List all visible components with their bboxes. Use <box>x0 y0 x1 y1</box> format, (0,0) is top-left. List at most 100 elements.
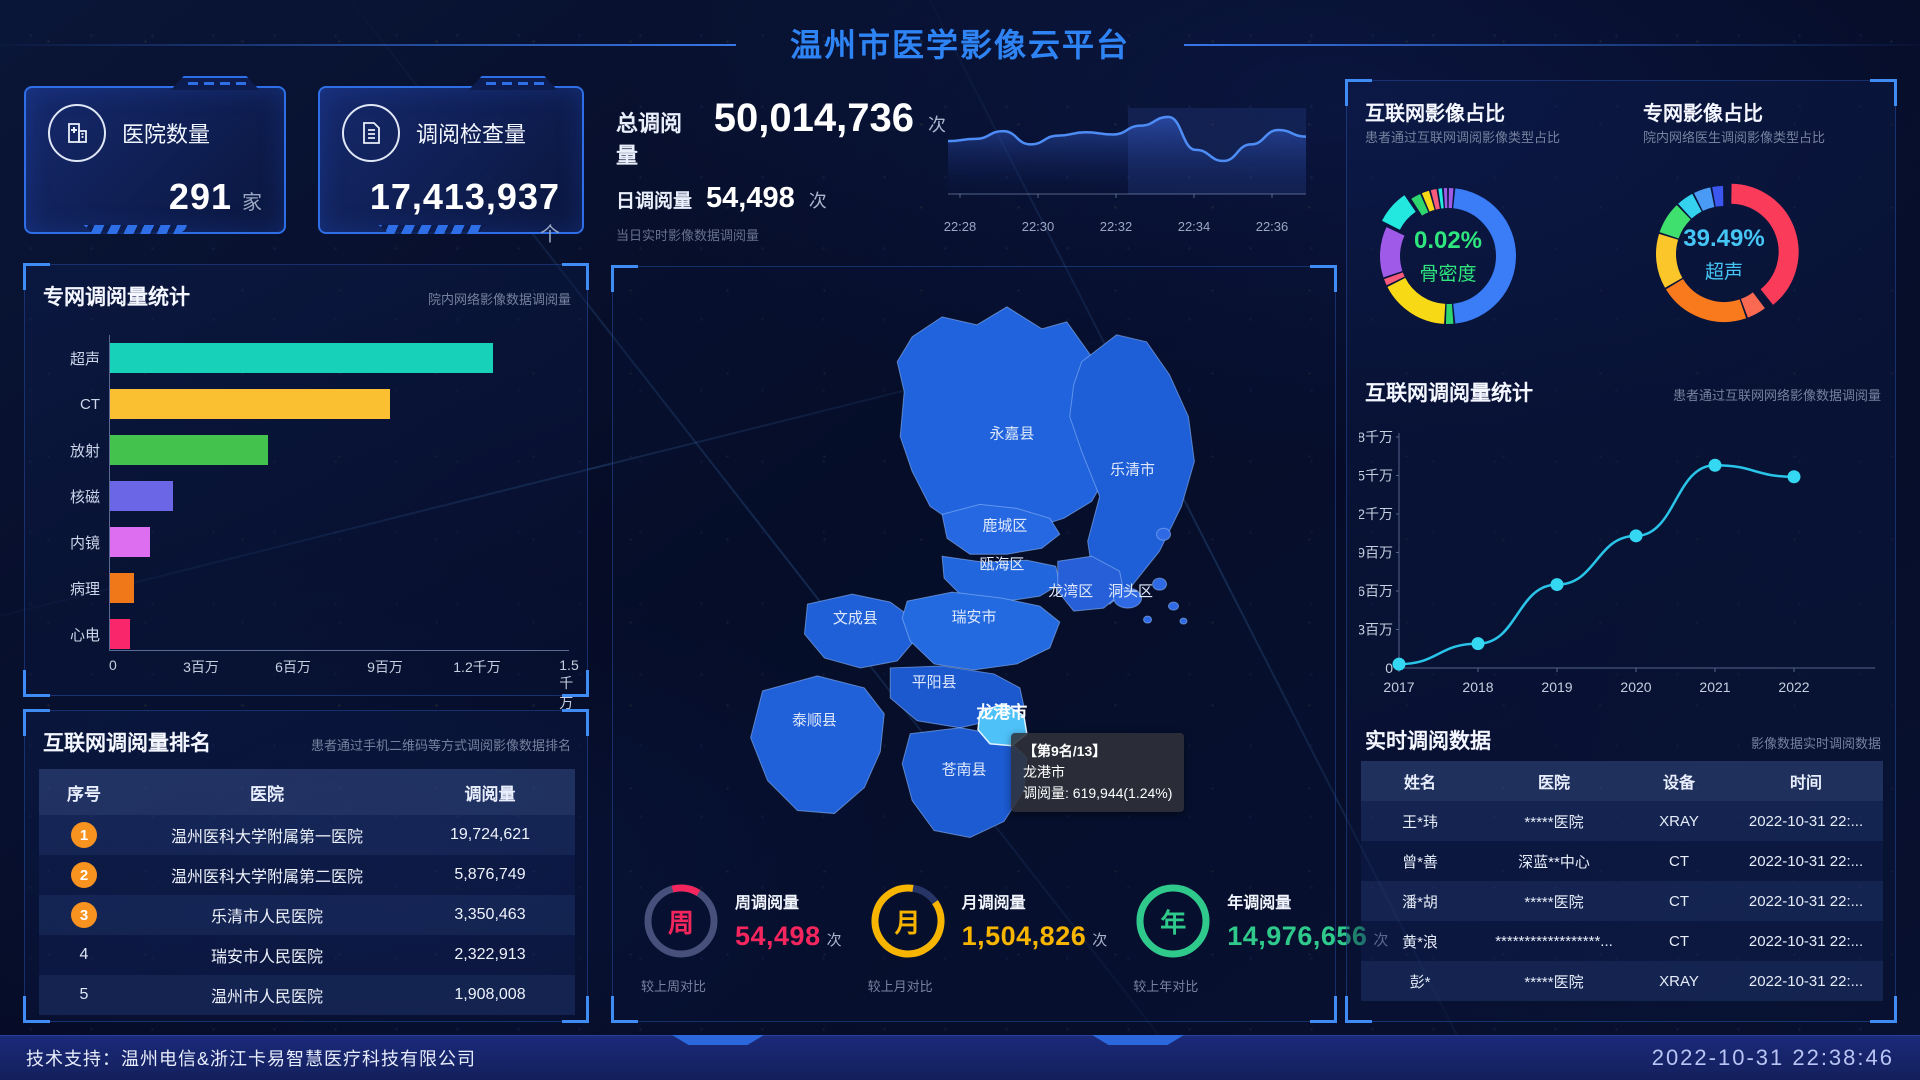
donut-segment[interactable] <box>1656 233 1683 288</box>
tech-support-text: 技术支持：温州电信&浙江卡易智慧医疗科技有限公司 <box>26 1049 477 1069</box>
tooltip-rank: 【第9名/13】 <box>1023 743 1107 759</box>
footer-bar: 技术支持：温州电信&浙江卡易智慧医疗科技有限公司 2022-10-31 22:3… <box>0 1035 1920 1080</box>
rank-badge: 2 <box>71 862 97 888</box>
svg-text:6百万: 6百万 <box>1359 583 1393 599</box>
bar-track <box>110 619 569 649</box>
daily-views-label: 日调阅量 <box>616 191 693 212</box>
district-label: 洞头区 <box>1108 583 1153 600</box>
panel-title: 互联网调阅量排名 <box>43 732 211 755</box>
bar-value-1[interactable] <box>110 389 390 419</box>
bar-value-3[interactable] <box>110 481 174 511</box>
private-net-stats-panel: 专网调阅量统计 院内网络影像数据调阅量 超声 CT 放射 核磁 内镜 病理 心电 0 3百万 6… <box>23 263 589 711</box>
map-tooltip: 【第9名/13】 龙港市 调阅量: 619,944(1.24%) <box>1011 733 1185 812</box>
bar-chart-x-axis: 0 3百万 6百万 9百万 1.2千万 1.5千万 <box>109 657 579 711</box>
line-data-point[interactable] <box>1550 578 1564 592</box>
donut-segment[interactable] <box>1384 272 1405 286</box>
line-data-point[interactable] <box>1471 637 1485 651</box>
gauge-compare-label: 较上年对比 <box>1133 979 1199 994</box>
bar-row: 超声 <box>70 343 569 373</box>
rank-cell: 3 <box>39 902 129 928</box>
gauge-title: 年调阅量 <box>1227 895 1292 912</box>
donut-segment[interactable] <box>1678 193 1702 219</box>
line-data-point[interactable] <box>1787 470 1801 484</box>
line-data-point[interactable] <box>1392 657 1406 671</box>
svg-text:2022: 2022 <box>1778 679 1809 695</box>
donut-segment[interactable] <box>1665 278 1747 322</box>
sparkline-tick-label: 22:36 <box>1255 219 1289 234</box>
district-洞头区[interactable] <box>1113 527 1188 625</box>
district-瓯海区[interactable] <box>941 555 1061 603</box>
district-泰顺县[interactable] <box>750 675 885 815</box>
donut-segment[interactable] <box>1411 193 1429 216</box>
district-鹿城区[interactable] <box>941 503 1061 555</box>
realtime-table-header: 姓名 医院 设备 时间 <box>1361 761 1883 801</box>
tooltip-district: 龙港市 <box>1023 764 1065 780</box>
card-unit: 个 <box>540 224 560 246</box>
card-unit: 家 <box>242 192 262 214</box>
district-文成县[interactable] <box>803 593 915 669</box>
ranking-table-row: 2 温州医科大学附属第二医院 5,876,749 <box>39 855 575 895</box>
gauge-value-row: 1,504,826 次 <box>962 921 1108 952</box>
donut-segment[interactable] <box>1421 190 1435 212</box>
donut-segment[interactable] <box>1659 205 1691 239</box>
gauge-ring <box>871 884 945 958</box>
bar-value-4[interactable] <box>110 527 151 557</box>
time-cell: 2022-10-31 22:... <box>1748 892 1864 910</box>
line-data-point[interactable] <box>1629 529 1643 543</box>
col-name: 姓名 <box>1403 775 1436 792</box>
donut-segment[interactable] <box>1712 186 1724 207</box>
realtime-table-row: 王*玮 *****医院 XRAY 2022-10-31 22:... <box>1361 801 1883 841</box>
bar-track <box>110 389 569 419</box>
ranking-table-row: 5 温州市人民医院 1,908,008 <box>39 975 575 1015</box>
sparkline-chart <box>947 108 1307 198</box>
donut-segment[interactable] <box>1740 292 1765 318</box>
gauge-value: 1,504,826 <box>961 921 1087 951</box>
gauge-年: 年 年调阅量 14,976,656 次较上年对比 <box>1133 877 1388 995</box>
donut-segment[interactable] <box>1380 227 1405 278</box>
gauge-value: 54,498 <box>735 921 821 951</box>
svg-text:0: 0 <box>1385 660 1393 676</box>
views-cell: 19,724,621 <box>449 826 531 843</box>
gauge-ring-label: 月 <box>894 907 921 938</box>
donut-segment[interactable] <box>1693 187 1715 212</box>
panel-title: 专网调阅量统计 <box>43 286 190 309</box>
name-cell: 潘*胡 <box>1402 893 1438 911</box>
donut-segment[interactable] <box>1381 195 1417 231</box>
internet-line-subtitle: 患者通过互联网网络影像数据调阅量 <box>1672 388 1881 403</box>
ranking-table-row: 3 乐清市人民医院 3,350,463 <box>39 895 575 935</box>
donut-segment[interactable] <box>1452 188 1516 324</box>
rank-cell: 1 <box>39 822 129 848</box>
bar-value-5[interactable] <box>110 573 134 603</box>
bar-row: CT <box>80 389 569 419</box>
bar-value-6[interactable] <box>110 619 130 649</box>
rank-badge: 3 <box>71 902 97 928</box>
bar-value-2[interactable] <box>110 435 269 465</box>
internet-line-chart: 0 3百万 6百万 9百万 1.2千万 1.5千万 1.8千万 2017 2018 2019 202… <box>1359 429 1875 695</box>
axis-tick-label: 9百万 <box>367 659 403 675</box>
gauge-unit: 次 <box>1092 932 1108 949</box>
svg-text:1.5千万: 1.5千万 <box>1359 468 1393 484</box>
svg-text:2020: 2020 <box>1620 679 1651 695</box>
bar-track <box>110 481 569 511</box>
bar-category-label: CT <box>80 395 100 413</box>
line-data-point[interactable] <box>1708 458 1722 472</box>
bar-category-label: 病理 <box>69 580 100 598</box>
private-share-subtitle: 院内网络医生调阅影像类型占比 <box>1643 130 1826 145</box>
axis-tick-label: 1.5千万 <box>559 657 579 711</box>
realtime-title: 实时调阅数据 <box>1365 730 1491 753</box>
axis-tick-label: 0 <box>109 657 117 673</box>
bar-row: 放射 <box>70 435 569 465</box>
district-瑞安市[interactable] <box>901 591 1061 671</box>
gauge-value: 14,976,656 <box>1227 921 1368 951</box>
district-label: 龙湾区 <box>1048 583 1093 600</box>
bar-track <box>110 343 569 373</box>
bar-value-0[interactable] <box>110 343 493 373</box>
donut-segment[interactable] <box>1730 183 1799 305</box>
donut-segment[interactable] <box>1387 277 1446 324</box>
card-hatch-decor <box>83 225 191 234</box>
time-cell: 2022-10-31 22:... <box>1748 972 1864 990</box>
district-永嘉县[interactable] <box>896 306 1113 539</box>
sparkline-tick-label: 22:28 <box>943 219 977 234</box>
svg-text:3百万: 3百万 <box>1359 622 1393 638</box>
donut-segment[interactable] <box>1430 188 1440 210</box>
